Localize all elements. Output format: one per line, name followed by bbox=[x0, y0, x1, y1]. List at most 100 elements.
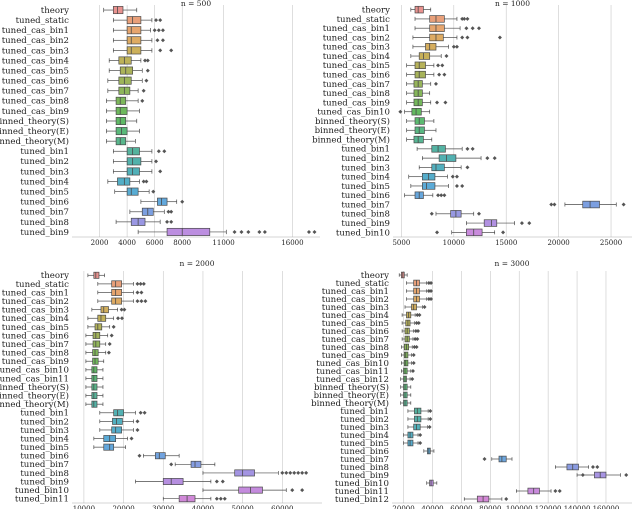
boxplot-tuned_cas_bin7 bbox=[406, 80, 438, 88]
category-label: tuned_bin4 bbox=[20, 434, 69, 444]
outlier-point bbox=[290, 488, 295, 493]
boxplot-tuned_cas_bin5 bbox=[108, 66, 150, 75]
category-label: tuned_cas_bin6 bbox=[2, 331, 69, 341]
box bbox=[414, 117, 425, 125]
boxplot-tuned_bin3 bbox=[418, 163, 470, 172]
box bbox=[91, 400, 98, 408]
box bbox=[190, 460, 202, 468]
box bbox=[483, 219, 498, 227]
category-label: tuned_cas_bin2 bbox=[2, 36, 69, 46]
x-tick-label: 5000 bbox=[392, 239, 410, 247]
boxplot-tuned_bin7 bbox=[549, 200, 626, 209]
box bbox=[425, 43, 437, 51]
outlier-point bbox=[443, 100, 448, 105]
category-label: tuned_cas_bin5 bbox=[323, 61, 390, 71]
x-tick-label: 60000 bbox=[450, 505, 472, 509]
category-label: tuned_cas_bin11 bbox=[316, 367, 389, 377]
x-tick-label: 40000 bbox=[421, 505, 443, 509]
category-label: tuned_cas_bin10 bbox=[0, 366, 69, 376]
outlier-point bbox=[135, 299, 140, 304]
outlier-point bbox=[492, 156, 497, 161]
outlier-point bbox=[312, 229, 317, 234]
boxplot-tuned_bin1 bbox=[99, 409, 147, 417]
x-tick-label: 140000 bbox=[564, 505, 591, 509]
boxplot-tuned_cas_bin9 bbox=[406, 98, 448, 107]
outlier-point bbox=[398, 109, 403, 114]
outlier-point bbox=[444, 54, 449, 59]
box bbox=[91, 366, 98, 374]
category-label: tuned_bin8 bbox=[20, 469, 69, 479]
boxplot-tuned_cas_bin8 bbox=[406, 89, 431, 97]
boxplot-tuned_static bbox=[97, 280, 146, 288]
outlier-point bbox=[435, 230, 440, 235]
outlier-point bbox=[169, 209, 174, 214]
outlier-point bbox=[497, 35, 502, 40]
boxplot-tuned_bin2 bbox=[99, 417, 140, 425]
boxplot-tuned_bin7 bbox=[482, 455, 513, 463]
boxplot-tuned_cas_bin3 bbox=[404, 303, 427, 311]
category-label: tuned_bin8 bbox=[341, 210, 390, 220]
boxplot-tuned_cas_bin10 bbox=[401, 359, 416, 367]
outlier-point bbox=[428, 417, 433, 421]
box bbox=[414, 61, 426, 70]
outlier-point bbox=[557, 489, 562, 493]
outlier-point bbox=[288, 470, 293, 475]
category-label: tuned_bin7 bbox=[341, 200, 390, 210]
boxplot-theory bbox=[87, 271, 105, 279]
outlier-point bbox=[476, 211, 481, 216]
category-label: tuned_cas_bin1 bbox=[323, 24, 390, 34]
x-tick-label: 4000 bbox=[118, 239, 136, 247]
outlier-point bbox=[464, 26, 469, 31]
boxplot-tuned_bin8 bbox=[115, 217, 174, 226]
box bbox=[413, 135, 424, 144]
box bbox=[429, 15, 445, 23]
x-tick-label: 120000 bbox=[535, 505, 562, 509]
outlier-point bbox=[501, 230, 506, 235]
category-label: tuned_cas_bin6 bbox=[323, 71, 390, 81]
box bbox=[97, 314, 107, 322]
category-label: tuned_cas_bin9 bbox=[2, 107, 69, 117]
boxplot-tuned_cas_bin4 bbox=[108, 56, 150, 65]
box bbox=[422, 182, 436, 190]
category-label: tuned_bin5 bbox=[20, 188, 69, 198]
category-label: tuned_cas_bin7 bbox=[2, 340, 69, 350]
category-label: tuned_cas_bin2 bbox=[322, 295, 389, 305]
category-label: tuned_bin3 bbox=[20, 426, 69, 436]
category-label: tuned_bin2 bbox=[20, 417, 69, 427]
x-tick-label: 160000 bbox=[593, 505, 620, 509]
outlier-point bbox=[280, 470, 285, 475]
outlier-point bbox=[417, 313, 422, 317]
outlier-point bbox=[144, 78, 149, 83]
category-label: tuned_bin10 bbox=[335, 479, 389, 489]
boxplot-tuned_bin8 bbox=[555, 463, 600, 471]
outlier-point bbox=[156, 149, 161, 154]
category-label: tuned_cas_bin7 bbox=[323, 80, 390, 90]
category-label: tuned_cas_bin7 bbox=[2, 87, 69, 97]
boxplot-tuned_static bbox=[112, 16, 163, 25]
outlier-point bbox=[122, 307, 127, 312]
outlier-point bbox=[142, 410, 147, 415]
outlier-point bbox=[415, 337, 420, 341]
outlier-point bbox=[135, 419, 140, 424]
boxplot-theory bbox=[398, 271, 408, 279]
box bbox=[94, 323, 103, 331]
category-label: tuned_cas_bin9 bbox=[323, 98, 390, 108]
boxplot-tuned_cas_bin3 bbox=[112, 46, 174, 55]
category-label: tuned_bin3 bbox=[20, 167, 69, 177]
outlier-point bbox=[426, 281, 431, 285]
category-label: tuned_bin11 bbox=[15, 495, 69, 505]
x-tick-label: 20000 bbox=[547, 239, 569, 247]
boxplot-tuned_bin5 bbox=[114, 187, 156, 196]
outlier-point bbox=[158, 48, 163, 53]
boxplot-tuned_bin10 bbox=[202, 486, 305, 494]
outlier-point bbox=[435, 100, 440, 105]
outlier-point bbox=[462, 16, 467, 21]
outlier-point bbox=[284, 470, 289, 475]
outlier-point bbox=[119, 307, 124, 312]
category-label: binned_theory(E) bbox=[0, 390, 69, 401]
boxplot-tuned_cas_bin6 bbox=[406, 70, 447, 79]
outlier-point bbox=[621, 202, 626, 207]
outlier-point bbox=[129, 436, 134, 441]
